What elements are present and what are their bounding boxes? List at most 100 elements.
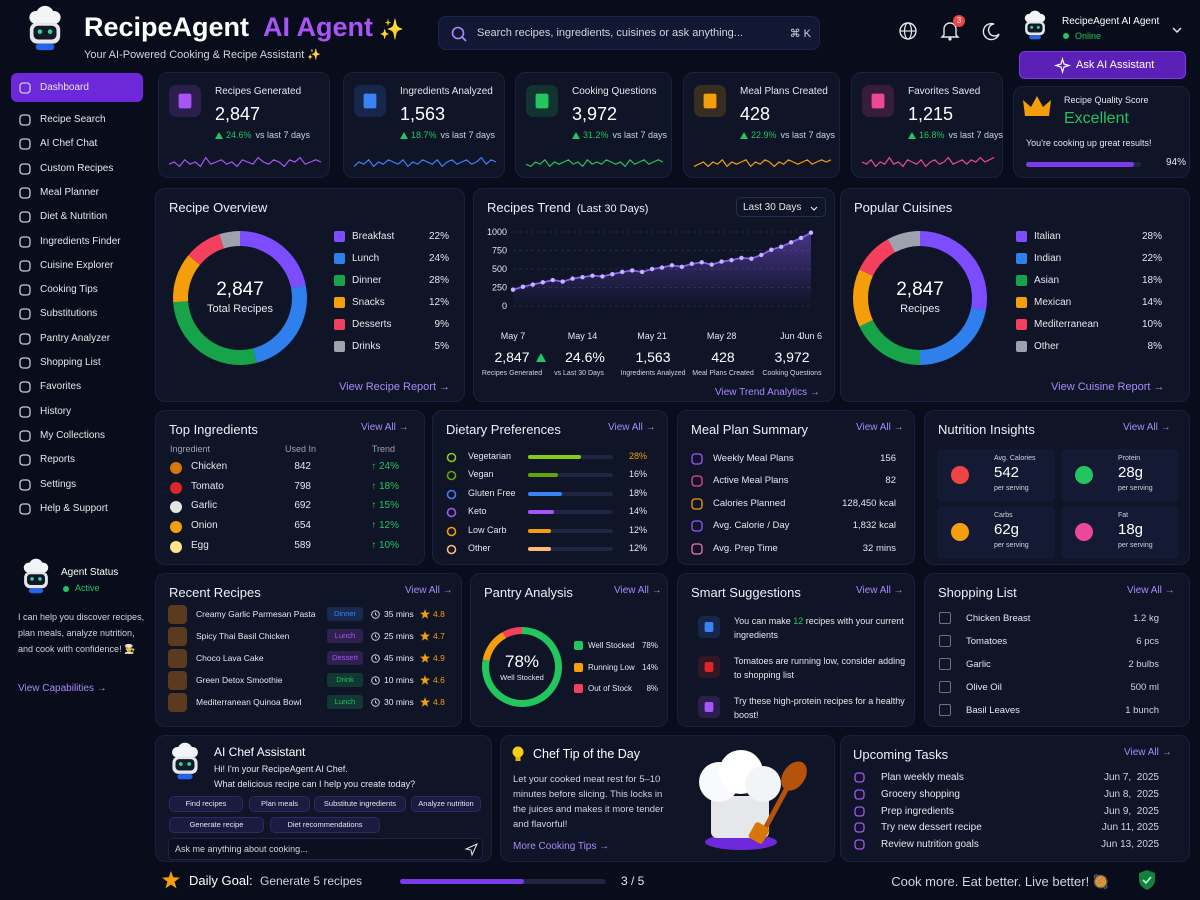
icon [19,357,31,369]
legend-label: Lunch [352,253,380,264]
view-all-link[interactable]: View All → [405,585,453,596]
nav-item[interactable]: Shopping List [11,351,143,375]
chat-input[interactable]: Ask me anything about cooking... [168,838,483,860]
nav-item[interactable]: Pantry Analyzer [11,327,143,351]
item-name: Garlic [966,659,991,670]
kpi-change: 16.8% vs last 7 days [919,130,1003,140]
trend-point [749,256,754,261]
donut-center-value: 2,847 [216,279,264,300]
suggestion-chip[interactable]: Analyze nutrition [411,796,481,812]
trend-link[interactable]: View Trend Analytics → [715,387,820,398]
checkbox[interactable] [939,635,951,647]
report-link[interactable]: View Recipe Report → [339,381,451,393]
nav-item[interactable]: Meal Planner [11,181,143,205]
nav-item[interactable]: Favorites [11,375,143,399]
nav-item[interactable]: Settings [11,473,143,497]
nav-item[interactable]: My Collections [11,424,143,448]
icon [862,85,894,117]
ingredient-used: 692 [294,500,311,512]
recipe-name[interactable]: Choco Lava Cake [196,653,264,663]
screen [1027,23,1043,33]
nutrition-tile: Fat 18g per serving [1061,506,1179,559]
recipe-name[interactable]: Creamy Garlic Parmesan Pasta [196,609,316,619]
checkbox[interactable] [939,658,951,670]
star [420,609,430,619]
nav-label: Diet & Nutrition [40,211,108,223]
nav-item[interactable]: Custom Recipes [11,157,143,181]
card-title: AI Chef Assistant [214,745,306,759]
icon [19,333,31,345]
nav-item[interactable]: Substitutions [11,302,143,326]
recipe-tag: Drink [327,673,363,687]
nav-item[interactable]: History [11,400,143,424]
star-icon [420,675,430,685]
nav-item[interactable]: AI Chef Chat [11,132,143,156]
view-all-link[interactable]: View All → [1127,585,1175,596]
icon-glyph [1075,523,1093,541]
kpi-change: 22.9% vs last 7 days [751,130,835,140]
nav-item[interactable]: Dashboard [11,73,143,102]
goal-label: Daily Goal: [189,873,253,888]
recipe-name[interactable]: Mediterranean Quinoa Bowl [196,697,302,707]
recipe-name[interactable]: Spicy Thai Basil Chicken [196,631,290,641]
hands [375,612,378,616]
card-title: Shopping List [938,585,1017,600]
goal-text: Generate 5 recipes [260,874,363,888]
trend-point [788,240,794,245]
donut-segment [240,231,306,289]
card-title: Nutrition Insights [938,422,1035,437]
donut-chart [853,231,987,365]
bell-icon [940,22,960,41]
view-all-link[interactable]: View All → [1124,747,1172,758]
column-header: Ingredient [170,444,211,454]
tip-link[interactable]: More Cooking Tips → [513,841,610,852]
icon [698,616,720,638]
nav-item[interactable]: Diet & Nutrition [11,205,143,229]
checkbox[interactable] [939,681,951,693]
checkbox[interactable] [939,612,951,624]
suggestion-chip[interactable]: Find recipes [169,796,243,812]
range-select[interactable]: Last 30 Days [736,197,826,217]
view-all-link[interactable]: View All → [856,585,904,596]
legend-value: 9% [434,319,449,330]
icon-glyph [19,162,31,175]
icon-glyph [19,82,31,94]
nav-item[interactable]: Ingredients Finder [11,230,143,254]
nav-item[interactable]: Help & Support [11,497,143,521]
ask-ai-button[interactable]: Ask AI Assistant [1019,51,1186,79]
trend-point [679,264,685,269]
view-all-link[interactable]: View All → [1123,422,1171,433]
ingredient-used: 654 [294,520,311,532]
view-all-link[interactable]: View All → [361,422,409,433]
icon [854,822,865,834]
nav-item[interactable]: Cooking Tips [11,278,143,302]
nutrition-value: 28g [1118,464,1144,481]
up-arrow [572,132,580,139]
eye [30,577,34,581]
suggestion-chip[interactable]: Diet recommendations [270,817,380,833]
report-link[interactable]: View Cuisine Report → [1051,381,1165,393]
checkbox[interactable] [939,704,951,716]
quality-label: Recipe Quality Score [1064,95,1149,105]
legend-value: 24% [428,253,449,264]
legend-label: Dinner [352,275,382,286]
recipe-rating: 4.7 [433,631,445,641]
nav-item[interactable]: Cuisine Explorer [11,254,143,278]
view-all-link[interactable]: View All → [608,422,656,433]
kpi-change: 31.2% vs last 7 days [583,130,667,140]
nav-label: My Collections [40,429,106,441]
suggestion-chip[interactable]: Generate recipe [169,817,264,833]
capabilities-link[interactable]: View Capabilities → [18,683,107,694]
icon [19,503,31,515]
recipe-name[interactable]: Green Detox Smoothie [196,675,283,685]
suggestion-chip[interactable]: Substitute ingredients [314,796,406,812]
trend-stat-label: Recipes Generated [481,370,543,377]
nav-item[interactable]: Recipe Search [11,108,143,132]
search-bar[interactable]: Search recipes, ingredients, cuisines or… [438,16,820,50]
view-all-link[interactable]: View All → [856,422,904,433]
view-all-link[interactable]: View All → [614,585,662,596]
progress-fill [528,528,551,533]
nav-item[interactable]: Reports [11,448,143,472]
suggestion-chip[interactable]: Plan meals [249,796,310,812]
notification-badge[interactable]: 3 [953,15,965,27]
